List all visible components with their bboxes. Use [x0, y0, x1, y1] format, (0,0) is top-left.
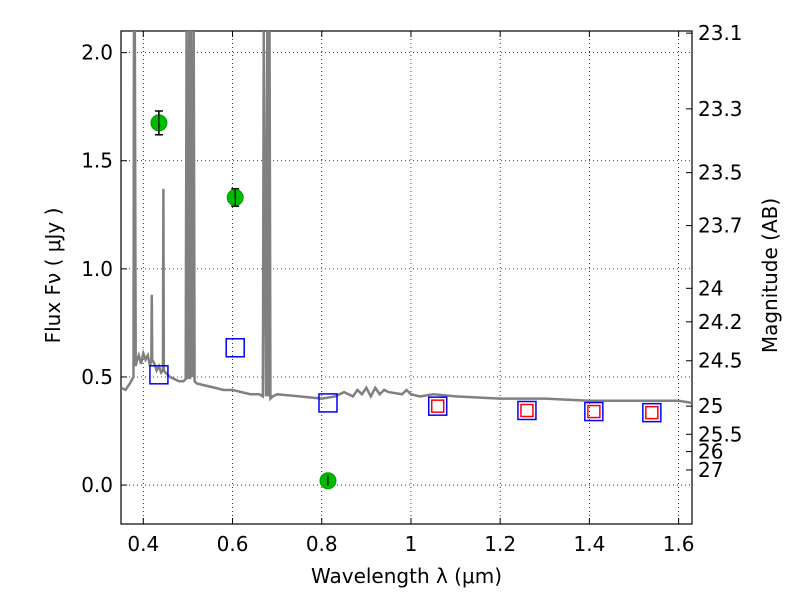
y-tick-label: 1.0 [81, 257, 113, 281]
y-tick-label: 0.5 [81, 365, 113, 389]
y2-tick-label: 23.7 [698, 214, 743, 238]
model-point-blue [517, 400, 537, 421]
model-point-red [587, 404, 601, 419]
y-axis-label: Flux Fν ( μJy ) [41, 208, 65, 344]
sed-template-line [121, 31, 692, 405]
y-tick-label: 1.5 [81, 149, 113, 173]
model-point-blue [427, 396, 448, 416]
y2-tick-label: 24.5 [698, 349, 743, 373]
plot-frame [120, 30, 693, 525]
model-point-red [520, 403, 534, 418]
y2-tick-label: 25.5 [698, 422, 743, 446]
x-tick-label: 0.8 [306, 532, 338, 556]
y2-tick-label: 23.1 [698, 21, 743, 45]
y2-tick-label: 24.2 [698, 310, 743, 334]
grid [121, 31, 692, 524]
x-tick-label: 0.4 [127, 532, 159, 556]
model-point-blue [225, 338, 245, 358]
model-point-red [430, 399, 445, 413]
y-tick-label: 2.0 [81, 41, 113, 65]
y2-tick-label: 26 [698, 440, 723, 464]
x-axis-label: Wavelength λ (μm) [311, 564, 502, 588]
model-point-blue [642, 402, 662, 423]
model-point-blue [584, 401, 604, 422]
x-tick-label: 1.6 [663, 532, 695, 556]
y2-tick-label: 27 [698, 458, 723, 482]
y2-tick-label: 25 [698, 394, 723, 418]
x-tick-label: 1.2 [484, 532, 516, 556]
y2-tick-label: 23.3 [698, 97, 743, 121]
x-tick-label: 0.6 [217, 532, 249, 556]
y2-tick-label: 23.5 [698, 161, 743, 185]
model-point-blue [318, 393, 338, 413]
x-tick-label: 1.4 [573, 532, 605, 556]
model-point-red [645, 405, 659, 420]
y2-axis-label: Magnitude (AB) [758, 198, 782, 353]
axes: 0.4 0.6 0.8 1 1.2 1.4 1.6 0.0 0.5 1.0 1.5 2.0 23.1 23… [81, 21, 742, 556]
y2-tick-label: 24 [698, 276, 723, 300]
plot-area [121, 31, 692, 490]
model-point-blue [149, 365, 169, 385]
x-tick-label: 1 [405, 532, 418, 556]
y-tick-label: 0.0 [81, 473, 113, 497]
